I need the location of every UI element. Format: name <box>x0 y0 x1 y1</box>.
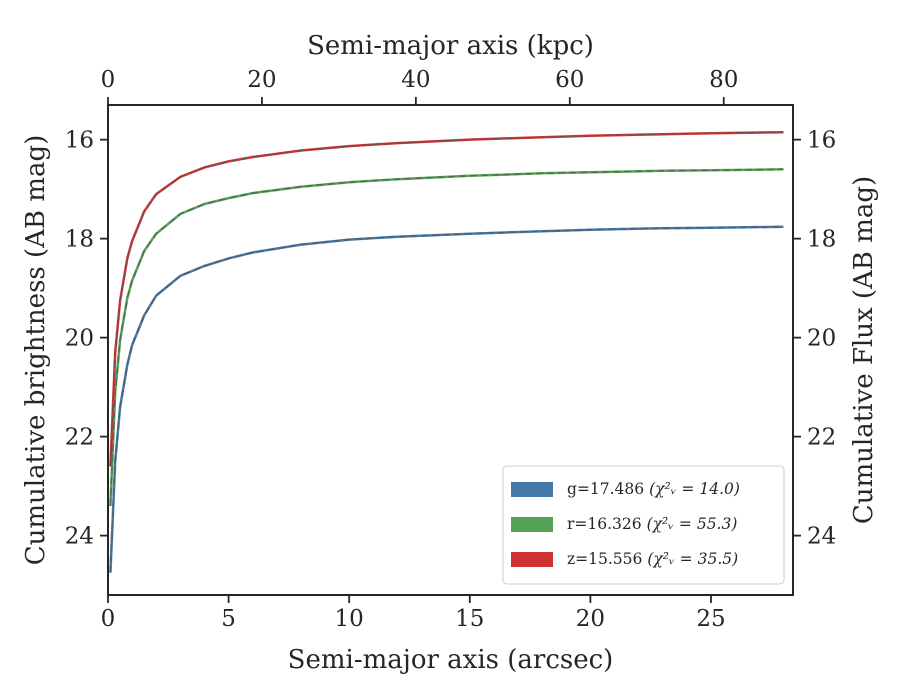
y-tick-label: 20 <box>65 326 94 352</box>
plot-frame <box>107 104 794 596</box>
legend-label-r: r=16.326 (χ²ᵥ = 55.3) <box>567 515 737 533</box>
x-tick-label: 5 <box>221 606 236 632</box>
y-axis-label: Cumulative brightness (AB mag) <box>21 135 51 566</box>
legend-swatch-z <box>511 552 553 567</box>
legend-label-z: z=15.556 (χ²ᵥ = 35.5) <box>567 550 738 568</box>
series-model-r <box>109 168 784 506</box>
series-line-z <box>109 130 784 467</box>
x-axis-label: Semi-major axis (arcsec) <box>288 645 614 675</box>
series-model-g <box>109 226 784 573</box>
x-tick-label: 20 <box>576 606 605 632</box>
top-x-tick-label: 20 <box>247 67 276 93</box>
legend-swatch-r <box>511 517 553 532</box>
legend-label-g: g=17.486 (χ²ᵥ = 14.0) <box>567 480 740 498</box>
y-tick-label: 16 <box>65 128 94 154</box>
y-tick-label: 22 <box>65 425 94 451</box>
y-tick-label: 24 <box>65 524 94 550</box>
right-y-tick-label: 16 <box>807 128 836 154</box>
legend: g=17.486 (χ²ᵥ = 14.0) r=16.326 (χ²ᵥ = 55.… <box>502 465 785 585</box>
legend-box <box>502 465 785 585</box>
x-tick-label: 25 <box>696 606 725 632</box>
right-y-tick-label: 20 <box>807 326 836 352</box>
series-line-r <box>109 168 784 506</box>
legend-swatch-g <box>511 482 553 497</box>
right-y-tick-label: 18 <box>807 227 836 253</box>
x-tick-label: 0 <box>101 606 116 632</box>
top-x-axis-label: Semi-major axis (kpc) <box>307 31 594 61</box>
top-x-tick-label: 60 <box>555 67 584 93</box>
top-x-tick-label: 80 <box>709 67 738 93</box>
y-tick-label: 18 <box>65 227 94 253</box>
top-x-tick-label: 0 <box>101 67 116 93</box>
right-y-tick-label: 22 <box>807 425 836 451</box>
x-tick-label: 10 <box>335 606 364 632</box>
top-x-tick-label: 40 <box>401 67 430 93</box>
right-y-axis-label: Cumulative Flux (AB mag) <box>849 176 879 524</box>
series-model-z <box>109 131 784 467</box>
right-y-tick-label: 24 <box>807 524 836 550</box>
x-tick-label: 15 <box>455 606 484 632</box>
